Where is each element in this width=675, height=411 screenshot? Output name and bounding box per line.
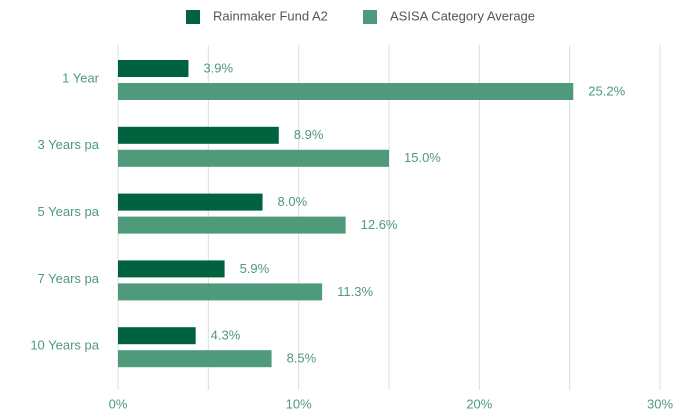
x-tick-label: 0% <box>109 396 128 411</box>
bar <box>118 60 189 77</box>
bar <box>118 83 574 100</box>
x-tick-label: 20% <box>466 396 492 411</box>
bar <box>118 260 225 278</box>
bar <box>118 216 346 234</box>
x-tick-label: 30% <box>647 396 673 411</box>
value-label: 4.3% <box>211 328 241 343</box>
value-label: 3.9% <box>203 60 233 75</box>
value-label: 8.5% <box>287 351 317 366</box>
y-tick-label: 10 Years pa <box>30 338 99 353</box>
value-label: 11.3% <box>337 284 373 299</box>
value-label: 8.0% <box>278 194 308 209</box>
value-label: 5.9% <box>240 261 270 276</box>
bar <box>118 327 196 345</box>
legend-swatch <box>186 10 200 24</box>
value-label: 25.2% <box>588 83 625 98</box>
y-tick-label: 1 Year <box>62 70 100 85</box>
bar <box>118 193 263 211</box>
legend-label: Rainmaker Fund A2 <box>213 8 328 23</box>
value-label: 15.0% <box>404 150 441 165</box>
y-tick-label: 7 Years pa <box>38 271 100 286</box>
legend-label: ASISA Category Average <box>390 8 535 23</box>
value-label: 12.6% <box>361 217 398 232</box>
y-tick-label: 5 Years pa <box>38 204 100 219</box>
legend-swatch <box>363 10 377 24</box>
value-label: 8.9% <box>294 127 324 142</box>
x-tick-label: 10% <box>286 396 312 411</box>
y-tick-label: 3 Years pa <box>38 137 100 152</box>
bar <box>118 149 389 167</box>
bar <box>118 126 279 144</box>
bar <box>118 350 272 368</box>
bar <box>118 283 323 301</box>
